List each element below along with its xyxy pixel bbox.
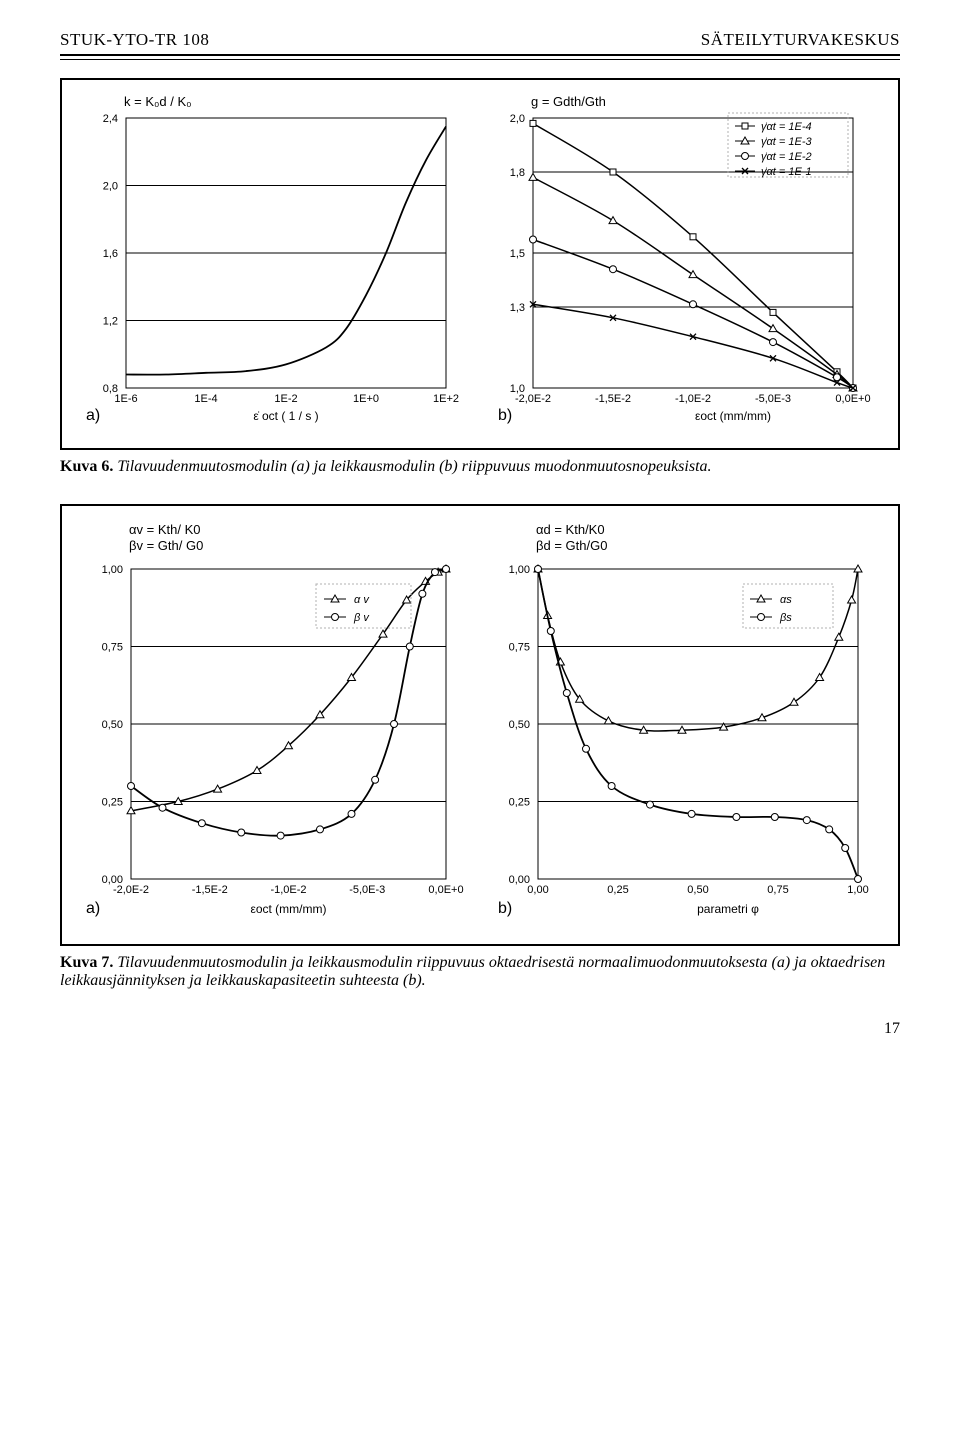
svg-text:1,00: 1,00: [102, 564, 123, 576]
svg-text:βs: βs: [779, 612, 792, 624]
svg-text:1E+2: 1E+2: [433, 393, 459, 405]
svg-text:k = K₀d / K₀: k = K₀d / K₀: [124, 94, 192, 109]
figure-6-caption: Kuva 6. Tilavuudenmuutosmodulin (a) ja l…: [60, 458, 900, 476]
svg-text:0,75: 0,75: [767, 884, 788, 896]
svg-text:1,6: 1,6: [103, 248, 118, 260]
svg-text:-5,0E-3: -5,0E-3: [349, 884, 385, 896]
page-number: 17: [60, 1020, 900, 1038]
svg-text:a): a): [86, 407, 100, 424]
svg-text:0,0E+0: 0,0E+0: [835, 393, 870, 405]
svg-text:γ̇αt = 1E-4: γ̇αt = 1E-4: [761, 121, 812, 133]
fig7-caption-bold: Kuva 7.: [60, 954, 113, 971]
header-right: SÄTEILYTURVAKESKUS: [701, 30, 900, 50]
figure-7-caption: Kuva 7. Tilavuudenmuutosmodulin ja leikk…: [60, 954, 900, 990]
svg-text:εoct (mm/mm): εoct (mm/mm): [695, 409, 771, 423]
fig7b-chart: αd = Kth/K0βd = Gth/G0 0,00 0,25 0,50 0,75 1,…: [488, 514, 878, 934]
svg-text:βv = Gth/ G0: βv = Gth/ G0: [129, 538, 203, 553]
svg-text:1,5: 1,5: [510, 248, 525, 260]
svg-text:0,50: 0,50: [509, 719, 530, 731]
svg-text:1,8: 1,8: [510, 167, 525, 179]
figure-6: k = K₀d / K₀0,81,21,62,02,41E-61E-41E-21…: [60, 78, 900, 450]
svg-text:0,25: 0,25: [102, 797, 123, 809]
svg-text:1E-4: 1E-4: [194, 393, 217, 405]
svg-text:εoct (mm/mm): εoct (mm/mm): [250, 902, 326, 916]
fig6-caption-bold: Kuva 6.: [60, 458, 113, 475]
fig7-caption-text: Tilavuudenmuutosmodulin ja leikkausmodul…: [60, 954, 885, 989]
svg-text:1E-2: 1E-2: [274, 393, 297, 405]
svg-text:γ̇αt = 1E-3: γ̇αt = 1E-3: [761, 136, 812, 148]
svg-text:0,25: 0,25: [509, 797, 530, 809]
fig6a-chart: k = K₀d / K₀0,81,21,62,02,41E-61E-41E-21…: [76, 88, 466, 438]
page-header: STUK-YTO-TR 108 SÄTEILYTURVAKESKUS: [60, 30, 900, 56]
svg-text:γ̇αt = 1E-2: γ̇αt = 1E-2: [761, 151, 812, 163]
svg-text:2,4: 2,4: [103, 113, 118, 125]
svg-text:1E-6: 1E-6: [114, 393, 137, 405]
svg-text:0,50: 0,50: [102, 719, 123, 731]
fig6-panel-b: g = Gdth/Gth1,01,31,51,82,0-2,0E-2-1,5E-…: [488, 88, 878, 438]
svg-text:αv = Kth/ K0: αv = Kth/ K0: [129, 522, 200, 537]
svg-text:parametri φ: parametri φ: [697, 902, 759, 916]
svg-text:2,0: 2,0: [510, 113, 525, 125]
svg-text:-1,5E-2: -1,5E-2: [595, 393, 631, 405]
svg-text:β v: β v: [353, 612, 370, 624]
svg-text:βd = Gth/G0: βd = Gth/G0: [536, 538, 607, 553]
svg-text:a): a): [86, 900, 100, 917]
header-left: STUK-YTO-TR 108: [60, 30, 209, 50]
svg-text:-1,5E-2: -1,5E-2: [192, 884, 228, 896]
svg-text:α v: α v: [354, 594, 370, 606]
svg-text:1,3: 1,3: [510, 302, 525, 314]
fig6-caption-text: Tilavuudenmuutosmodulin (a) ja leikkausm…: [113, 458, 711, 475]
svg-text:-2,0E-2: -2,0E-2: [515, 393, 551, 405]
fig6-panel-a: k = K₀d / K₀0,81,21,62,02,41E-61E-41E-21…: [76, 88, 466, 438]
svg-text:-1,0E-2: -1,0E-2: [270, 884, 306, 896]
fig6b-chart: g = Gdth/Gth1,01,31,51,82,0-2,0E-2-1,5E-…: [488, 88, 878, 438]
svg-text:0,00: 0,00: [527, 884, 548, 896]
figure-7: αv = Kth/ K0βv = Gth/ G0 0,00 0,25 0,50 0,75…: [60, 504, 900, 946]
svg-text:-5,0E-3: -5,0E-3: [755, 393, 791, 405]
svg-text:g = Gdth/Gth: g = Gdth/Gth: [531, 94, 606, 109]
svg-text:ε̇ oct ( 1 / s ): ε̇ oct ( 1 / s ): [253, 409, 318, 423]
svg-text:b): b): [498, 900, 512, 917]
svg-text:αs: αs: [780, 594, 792, 606]
fig7-panel-a: αv = Kth/ K0βv = Gth/ G00,000,250,500,75…: [76, 514, 466, 934]
svg-text:-2,0E-2: -2,0E-2: [113, 884, 149, 896]
svg-text:1E+0: 1E+0: [353, 393, 379, 405]
svg-text:0,75: 0,75: [509, 642, 530, 654]
fig7a-chart: αv = Kth/ K0βv = Gth/ G00,000,250,500,75…: [76, 514, 466, 934]
svg-text:0,0E+0: 0,0E+0: [428, 884, 463, 896]
svg-text:b): b): [498, 407, 512, 424]
svg-text:0,25: 0,25: [607, 884, 628, 896]
header-rule: [60, 58, 900, 60]
svg-text:1,2: 1,2: [103, 316, 118, 328]
fig7-panel-b: αd = Kth/K0βd = Gth/G0 0,00 0,25 0,50 0,75 1,…: [488, 514, 878, 934]
svg-text:αd = Kth/K0: αd = Kth/K0: [536, 522, 605, 537]
svg-text:0,75: 0,75: [102, 642, 123, 654]
svg-text:2,0: 2,0: [103, 181, 118, 193]
svg-text:-1,0E-2: -1,0E-2: [675, 393, 711, 405]
svg-text:γ̇αt = 1E-1: γ̇αt = 1E-1: [761, 166, 812, 178]
svg-text:1,00: 1,00: [847, 884, 868, 896]
svg-text:0,50: 0,50: [687, 884, 708, 896]
svg-text:1,00: 1,00: [509, 564, 530, 576]
